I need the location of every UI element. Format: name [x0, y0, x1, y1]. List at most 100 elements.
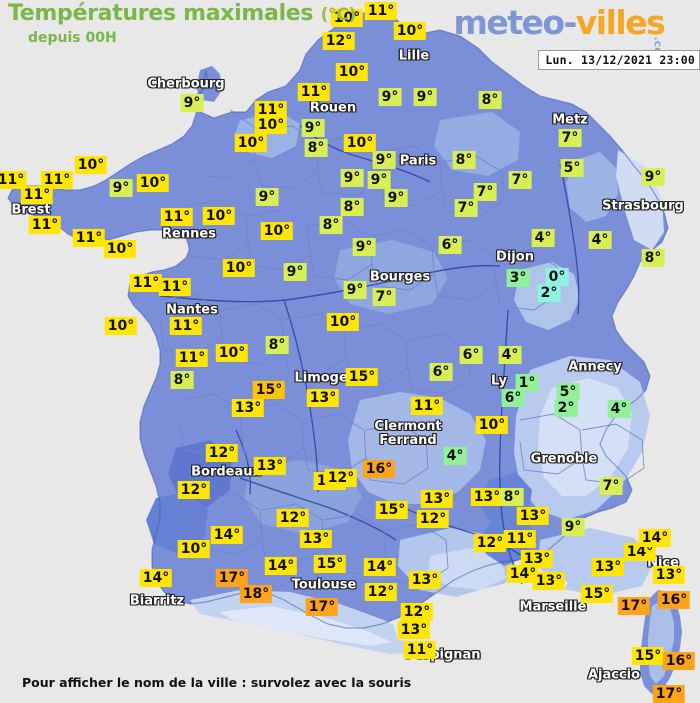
temperature-badge[interactable]: 11° — [503, 530, 537, 548]
temperature-badge[interactable]: 11° — [0, 171, 28, 189]
temperature-badge[interactable]: 8° — [500, 488, 524, 506]
temperature-badge[interactable]: 11° — [160, 208, 194, 226]
temperature-badge[interactable]: 13° — [306, 389, 340, 407]
temperature-badge[interactable]: 13° — [231, 399, 265, 417]
temperature-badge[interactable]: 14° — [210, 526, 244, 544]
temperature-badge[interactable]: 4° — [498, 346, 522, 364]
temperature-badge[interactable]: 14° — [623, 543, 657, 561]
temperature-badge[interactable]: 10° — [234, 134, 268, 152]
temperature-badge[interactable]: 12° — [276, 509, 310, 527]
temperature-badge[interactable]: 13° — [299, 530, 333, 548]
temperature-badge[interactable]: 11° — [20, 186, 54, 204]
temperature-badge[interactable]: 7° — [558, 129, 582, 147]
temperature-badge[interactable]: 15° — [631, 647, 665, 665]
temperature-badge[interactable]: 11° — [158, 278, 192, 296]
temperature-badge[interactable]: 10° — [326, 313, 360, 331]
temperature-badge[interactable]: 8° — [265, 336, 289, 354]
temperature-badge[interactable]: 10° — [202, 207, 236, 225]
temperature-badge[interactable]: 9° — [641, 168, 665, 186]
temperature-badge[interactable]: 10° — [393, 22, 427, 40]
temperature-badge[interactable]: 10° — [475, 416, 509, 434]
temperature-badge[interactable]: 16° — [362, 460, 396, 478]
temperature-badge[interactable]: 8° — [478, 91, 502, 109]
temperature-badge[interactable]: 15° — [580, 585, 614, 603]
temperature-badge[interactable]: 2° — [554, 399, 578, 417]
temperature-badge[interactable]: 4° — [443, 447, 467, 465]
temperature-badge[interactable]: 17° — [617, 597, 651, 615]
temperature-badge[interactable]: 11° — [410, 397, 444, 415]
temperature-badge[interactable]: 10° — [330, 9, 364, 27]
temperature-badge[interactable]: 13° — [253, 457, 287, 475]
temperature-badge[interactable]: 10° — [74, 156, 108, 174]
temperature-badge[interactable]: 15° — [345, 368, 379, 386]
temperature-badge[interactable]: 9° — [372, 151, 396, 169]
temperature-badge[interactable]: 11° — [129, 274, 163, 292]
temperature-badge[interactable]: 9° — [301, 119, 325, 137]
temperature-badge[interactable]: 11° — [403, 641, 437, 659]
temperature-badge[interactable]: 13° — [470, 488, 504, 506]
temperature-badge[interactable]: 6° — [459, 346, 483, 364]
temperature-badge[interactable]: 9° — [180, 94, 204, 112]
temperature-badge[interactable]: 11° — [175, 349, 209, 367]
temperature-badge[interactable]: 12° — [324, 469, 358, 487]
temperature-badge[interactable]: 4° — [588, 231, 612, 249]
temperature-badge[interactable]: 11° — [72, 229, 106, 247]
temperature-badge[interactable]: 9° — [255, 188, 279, 206]
temperature-badge[interactable]: 0° — [545, 268, 569, 286]
temperature-badge[interactable]: 6° — [429, 363, 453, 381]
temperature-badge[interactable]: 10° — [222, 259, 256, 277]
temperature-badge[interactable]: 7° — [454, 199, 478, 217]
temperature-badge[interactable]: 11° — [169, 317, 203, 335]
temperature-badge[interactable]: 12° — [416, 510, 450, 528]
temperature-badge[interactable]: 17° — [305, 598, 339, 616]
temperature-badge[interactable]: 3° — [506, 269, 530, 287]
temperature-badge[interactable]: 8° — [641, 249, 665, 267]
meteo-villes-logo[interactable]: meteo-villes.com — [454, 3, 695, 66]
temperature-badge[interactable]: 8° — [340, 198, 364, 216]
temperature-badge[interactable]: 10° — [335, 63, 369, 81]
temperature-badge[interactable]: 11° — [254, 101, 288, 119]
temperature-badge[interactable]: 7° — [599, 477, 623, 495]
temperature-badge[interactable]: 10° — [343, 134, 377, 152]
temperature-badge[interactable]: 10° — [104, 317, 138, 335]
temperature-badge[interactable]: 13° — [591, 558, 625, 576]
temperature-badge[interactable]: 7° — [508, 171, 532, 189]
temperature-badge[interactable]: 8° — [319, 216, 343, 234]
temperature-badge[interactable]: 14° — [139, 569, 173, 587]
temperature-badge[interactable]: 12° — [400, 603, 434, 621]
temperature-badge[interactable]: 13° — [652, 566, 686, 584]
temperature-badge[interactable]: 1° — [515, 374, 539, 392]
temperature-badge[interactable]: 11° — [40, 171, 74, 189]
temperature-badge[interactable]: 14° — [264, 557, 298, 575]
temperature-badge[interactable]: 13° — [397, 621, 431, 639]
temperature-badge[interactable]: 13° — [420, 490, 454, 508]
temperature-badge[interactable]: 4° — [531, 229, 555, 247]
temperature-badge[interactable]: 9° — [340, 169, 364, 187]
temperature-badge[interactable]: 13° — [408, 571, 442, 589]
temperature-badge[interactable]: 10° — [136, 174, 170, 192]
temperature-badge[interactable]: 11° — [297, 83, 331, 101]
temperature-badge[interactable]: 14° — [363, 558, 397, 576]
temperature-badge[interactable]: 12° — [205, 444, 239, 462]
temperature-badge[interactable]: 16° — [657, 591, 691, 609]
temperature-badge[interactable]: 13° — [520, 550, 554, 568]
temperature-badge[interactable]: 8° — [452, 151, 476, 169]
temperature-badge[interactable]: 9° — [413, 88, 437, 106]
temperature-badge[interactable]: 17° — [652, 685, 686, 703]
temperature-badge[interactable]: 12° — [322, 32, 356, 50]
temperature-badge[interactable]: 11° — [28, 216, 62, 234]
temperature-badge[interactable]: 8° — [304, 139, 328, 157]
temperature-badge[interactable]: 6° — [501, 389, 525, 407]
temperature-badge[interactable]: 15° — [375, 501, 409, 519]
temperature-badge[interactable]: 9° — [343, 281, 367, 299]
temperature-badge[interactable]: 13° — [532, 572, 566, 590]
temperature-badge[interactable]: 9° — [352, 238, 376, 256]
temperature-badge[interactable]: 16° — [662, 652, 696, 670]
temperature-badge[interactable]: 10° — [215, 344, 249, 362]
temperature-badge[interactable]: 9° — [283, 263, 307, 281]
temperature-badge[interactable]: 15° — [313, 555, 347, 573]
temperature-badge[interactable]: 15° — [252, 381, 286, 399]
temperature-badge[interactable]: 14° — [506, 565, 540, 583]
temperature-badge[interactable]: 14° — [638, 529, 672, 547]
temperature-badge[interactable]: 11° — [364, 2, 398, 20]
